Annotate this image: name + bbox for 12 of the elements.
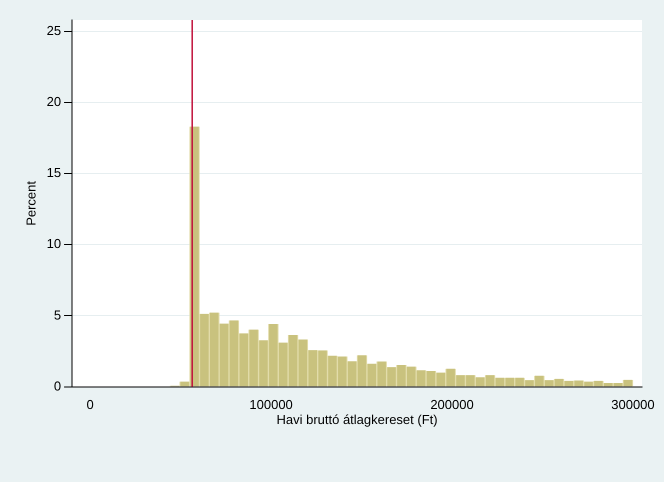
x-tick-label: 300000 [611,397,655,412]
y-axis-title: Percent [23,180,38,226]
y-tick-label: 20 [46,94,62,110]
y-tick-label: 0 [54,378,62,394]
x-axis-title: Havi bruttó átlagkereset (Ft) [276,412,438,427]
x-tick-label: 200000 [430,397,474,412]
y-tick-label: 5 [54,307,62,322]
x-tick-label: 100000 [249,397,293,412]
y-tick-label: 25 [46,22,62,38]
y-tick-label: 15 [46,165,62,180]
x-tick-label: 0 [86,397,94,412]
y-tick-label: 10 [46,236,62,252]
